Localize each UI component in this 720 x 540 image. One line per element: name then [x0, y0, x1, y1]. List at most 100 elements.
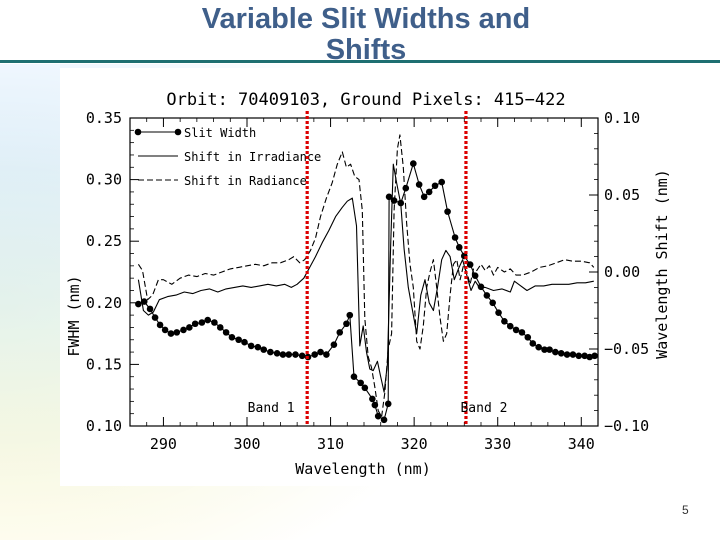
slit-width-point	[557, 350, 565, 357]
slit-width-point	[156, 321, 164, 329]
slit-width-point	[575, 352, 583, 360]
slit-width-point	[506, 322, 514, 330]
slit-width-point	[512, 326, 520, 334]
slit-width-point	[292, 351, 299, 358]
slit-width-point	[495, 309, 502, 316]
slit-width-point	[552, 348, 559, 356]
slit-width-point	[501, 317, 508, 325]
slit-width-point	[151, 314, 159, 321]
slit-width-point	[273, 350, 281, 357]
slit-width-point	[385, 193, 393, 201]
slit-width-point	[279, 351, 287, 358]
slit-width-point	[431, 182, 439, 190]
chart-panel: Orbit: 70409103, Ground Pixels: 415−422 …	[60, 68, 690, 486]
slit-width-point	[186, 324, 193, 331]
slit-width-point	[285, 351, 293, 358]
slit-width-point	[235, 336, 242, 344]
slit-width-point	[173, 329, 181, 336]
slit-width-point	[371, 401, 379, 409]
slit-width-point	[466, 261, 474, 268]
slit-width-point	[477, 283, 485, 291]
x-tick-label: 310	[317, 435, 344, 453]
slit-width-point	[241, 338, 248, 346]
title-divider	[0, 60, 720, 63]
slit-width-point	[222, 329, 230, 336]
legend-label: Slit Width	[184, 126, 256, 140]
slit-width-point	[444, 208, 451, 215]
slit-width-point	[425, 188, 433, 196]
band-label: Band 1	[248, 401, 295, 416]
y-tick-label: 0.35	[86, 109, 122, 127]
series-line-slit-width	[138, 163, 595, 421]
slit-width-point	[317, 348, 324, 356]
slit-width-point	[541, 346, 548, 353]
x-tick-label: 340	[568, 435, 595, 453]
y-axis-label: FWHM (nm)	[65, 275, 83, 356]
y2-tick-label: 0.05	[604, 186, 640, 204]
y-tick-label: 0.10	[86, 417, 122, 435]
slit-width-point	[586, 353, 593, 361]
slit-width-point	[471, 272, 479, 279]
slit-width-point	[410, 160, 417, 167]
slit-width-point	[198, 319, 206, 326]
chart-legend: Slit Width Shift in Irradiance Shift in Ra…	[134, 126, 321, 188]
slit-width-point	[361, 384, 369, 392]
slit-width-point	[247, 342, 255, 350]
slit-width-point	[161, 326, 169, 334]
series-line-shift-in-radiance	[137, 134, 595, 418]
y2-tick-label: −0.10	[604, 417, 649, 435]
slit-width-point	[204, 316, 212, 324]
y2-tick-label: −0.05	[604, 340, 649, 358]
slit-width-point	[191, 320, 199, 328]
x-axis-label: Wavelength (nm)	[295, 460, 430, 478]
legend-marker	[134, 128, 142, 136]
plot-area	[129, 117, 599, 427]
slide-title-line1: Variable Slit Widths and	[201, 3, 531, 35]
slit-width-point	[455, 244, 463, 251]
slit-width-point	[384, 400, 392, 408]
slit-width-point	[380, 416, 388, 424]
y2-tick-label: 0.10	[604, 109, 640, 127]
y-tick-label: 0.25	[86, 232, 122, 250]
slit-width-point	[211, 319, 218, 326]
legend-marker	[174, 128, 182, 136]
slit-width-point	[135, 300, 142, 308]
band-label: Band 2	[460, 401, 507, 416]
slit-width-point	[535, 343, 542, 351]
slit-width-point	[581, 352, 588, 360]
slit-width-point	[529, 340, 537, 347]
y-tick-label: 0.20	[86, 294, 122, 312]
slit-width-point	[415, 181, 423, 188]
slit-width-point	[563, 351, 571, 358]
legend-label: Shift in Irradiance	[184, 150, 321, 164]
slit-width-point	[420, 193, 428, 201]
slit-width-point	[260, 346, 268, 353]
slit-width-point	[357, 379, 364, 387]
slit-width-point	[180, 326, 187, 334]
x-tick-label: 320	[401, 435, 428, 453]
slit-width-point	[524, 333, 532, 341]
slit-width-point	[591, 352, 598, 360]
slit-width-point	[438, 178, 446, 186]
slit-width-point	[330, 341, 338, 348]
slit-width-point	[483, 292, 491, 299]
slit-width-point	[167, 330, 175, 337]
slit-width-point	[350, 373, 358, 381]
x-tick-label: 300	[233, 435, 260, 453]
slit-width-point	[228, 333, 236, 341]
slit-width-point	[267, 348, 274, 356]
legend-label: Shift in Radiance	[184, 174, 307, 188]
slide-title: Variable Slit Widths and Shifts	[0, 4, 720, 66]
slit-width-point	[546, 346, 553, 353]
chart: Orbit: 70409103, Ground Pixels: 415−422 …	[65, 90, 671, 478]
y-tick-label: 0.15	[86, 355, 122, 373]
slit-width-point	[336, 329, 344, 336]
series-line-shift-in-irradiance	[137, 163, 594, 393]
slit-width-point	[569, 351, 577, 358]
slit-width-point	[346, 311, 354, 319]
x-tick-label: 330	[484, 435, 511, 453]
y2-tick-label: 0.00	[604, 263, 640, 281]
slit-width-point	[451, 234, 459, 241]
slit-width-point	[518, 329, 526, 336]
slit-width-point	[216, 324, 224, 331]
